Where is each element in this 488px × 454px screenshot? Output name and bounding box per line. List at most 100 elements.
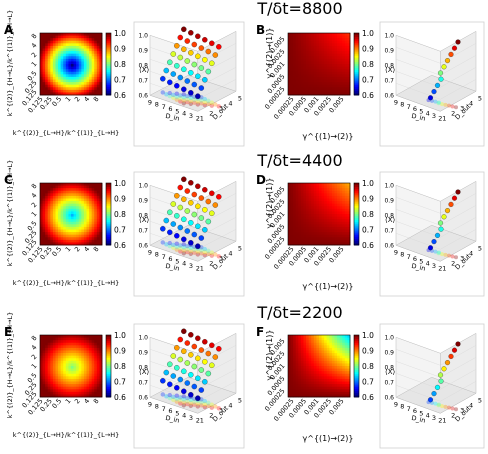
scatter-shadow	[160, 240, 165, 245]
dout-tick-label: 3	[460, 254, 464, 262]
din-tick-label: 3	[432, 112, 436, 120]
colorbar-tick-label: 0.6	[362, 91, 374, 100]
scatter-point	[198, 367, 205, 373]
z-tick-label: 1.0	[384, 182, 394, 189]
row-title: T/δt=8800	[256, 0, 342, 18]
scatter-point	[163, 217, 170, 224]
x-tick-label: 1	[64, 397, 73, 405]
scatter-point	[202, 57, 208, 63]
colorbar-tick-label: 0.9	[362, 347, 374, 356]
scatter-point	[181, 176, 187, 183]
scatter-shadow	[188, 394, 193, 400]
scatter-shadow	[209, 100, 214, 105]
scatter-shadow	[443, 404, 448, 409]
din-tick-label: 3	[189, 262, 193, 270]
scatter-point	[174, 233, 180, 239]
scatter-shadow	[202, 96, 207, 102]
scatter-shadow	[167, 392, 172, 398]
scatter-shadow	[185, 401, 190, 407]
din-tick-label: 7	[407, 103, 411, 111]
colorbar-tick-label: 1.0	[362, 179, 374, 188]
scatter-shadow	[178, 249, 183, 254]
scatter-point	[202, 207, 208, 213]
din-tick-label: 3	[189, 112, 193, 120]
dout-tick-label: 5	[478, 396, 482, 404]
scatter-point	[174, 43, 180, 49]
heatmap-right-1: 0.000250.00050.0010.00250.0050.000250.00…	[256, 173, 353, 291]
scatter-point	[174, 63, 180, 69]
colorbar-tick-label: 0.6	[114, 393, 126, 402]
z-tick-label: 0.8	[384, 364, 394, 371]
y-tick-label: 0.5	[26, 69, 39, 82]
colorbar-tick-label: 0.7	[114, 378, 126, 387]
colorbar-tick-label: 1.0	[114, 331, 126, 340]
scatter-shadow	[185, 93, 190, 99]
scatter-shadow	[209, 402, 214, 407]
din-tick-label: 5	[419, 107, 423, 115]
din-tick-label: 4	[426, 260, 430, 268]
colorbar-tick-label: 0.6	[114, 241, 126, 250]
colorbar-tick-label: 0.7	[114, 226, 126, 235]
scatter-shadow	[171, 92, 176, 98]
scatter-point	[184, 188, 191, 194]
scatter-point	[188, 70, 194, 76]
scatter-shadow	[188, 242, 193, 248]
row-title: T/δt=4400	[256, 151, 342, 170]
scatter-shadow	[202, 404, 207, 410]
scatter-shadow	[447, 103, 451, 108]
scatter-point	[195, 93, 201, 100]
scatter-point	[177, 336, 184, 343]
scatter-shadow	[433, 99, 438, 104]
dout-tick-label: 1	[442, 264, 446, 272]
scatter-shadow	[192, 97, 197, 102]
scatter-shadow	[195, 99, 200, 104]
scatter-point	[205, 198, 212, 205]
z-tick-label: 0.7	[384, 227, 394, 234]
scatter-shadow	[202, 99, 207, 105]
scatter-shadow	[185, 246, 190, 252]
scatter-point	[177, 184, 184, 191]
din-tick-label: 3	[432, 414, 436, 422]
x-tick-label: 0.5	[50, 95, 63, 108]
colorbar-tick-label: 0.9	[114, 347, 126, 356]
z-tick-label: 0.9	[138, 349, 148, 356]
scatter-point	[205, 218, 212, 225]
scatter-point	[191, 231, 198, 238]
y-axis-label: γ^{(2)→(1)}	[265, 178, 274, 229]
dout-tick-label: 1	[200, 114, 204, 122]
scatter-shadow	[216, 254, 221, 259]
x-tick-label: 1	[64, 245, 73, 253]
din-tick-label: 6	[168, 255, 172, 263]
scatter-point	[181, 328, 187, 335]
scatter-point	[195, 243, 201, 250]
y-axis-label: k^{(2)}_{H→L}/k^{(1)}_{H→L}	[6, 160, 14, 267]
scatter-point	[181, 368, 187, 375]
scatter-shadow	[188, 400, 193, 406]
dout-tick-label: 3	[219, 104, 223, 112]
scatter-point	[191, 41, 198, 48]
scatter-shadow	[181, 400, 186, 405]
z-tick-label: 0.9	[384, 349, 394, 356]
scatter-point	[444, 360, 451, 366]
dout-tick-label: 2	[451, 411, 455, 419]
scatter-shadow	[454, 255, 458, 260]
z-tick-label: 0.8	[138, 62, 148, 69]
scatter-point	[195, 203, 201, 210]
scatter-point	[170, 201, 177, 207]
colorbar-left-1: 1.0 0.9 0.8 0.7 0.6	[105, 179, 126, 250]
y-tick-label: 1	[30, 210, 39, 218]
dout-tick-label: 2	[451, 259, 455, 267]
dout-tick-label: 2	[209, 109, 213, 117]
scatter-shadow	[167, 240, 172, 246]
scatter-shadow	[195, 243, 200, 248]
dout-tick-label: 4	[469, 99, 473, 107]
scatter-shadow	[426, 248, 431, 253]
scatter-shadow	[181, 394, 186, 399]
scatter-point	[205, 370, 212, 377]
x-tick-label: 4	[82, 95, 91, 103]
scatter-point	[212, 202, 219, 208]
scatter-point	[431, 239, 437, 245]
dout-tick-label: 5	[238, 94, 242, 102]
